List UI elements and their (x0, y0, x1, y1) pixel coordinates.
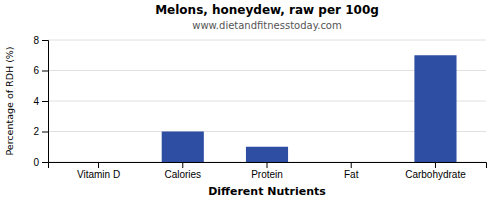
bar (414, 55, 456, 162)
y-tick-label: 0 (33, 157, 39, 168)
x-tick-label: Carbohydrate (405, 169, 466, 180)
x-tick-mark (351, 162, 352, 168)
y-tick: 2 (33, 126, 48, 137)
x-tick-mark (267, 162, 268, 168)
y-tick: 4 (33, 96, 48, 107)
grid (48, 40, 486, 162)
bars (162, 55, 457, 162)
plot-area: Vitamin D Calories Protein Fat Carbohydrate 0… (33, 35, 486, 180)
x-tick: Carbohydrate (405, 162, 466, 180)
x-tick-label: Fat (344, 169, 359, 180)
x-tick-label: Protein (251, 169, 283, 180)
bar (162, 132, 204, 163)
x-tick-label: Calories (164, 169, 201, 180)
y-tick: 6 (33, 65, 48, 76)
y-tick-mark (42, 40, 48, 41)
y-tick-label: 8 (33, 35, 39, 46)
x-tick: Protein (251, 162, 283, 180)
x-tick: Calories (164, 162, 201, 180)
y-tick-mark (42, 101, 48, 102)
x-axis: Vitamin D Calories Protein Fat Carbohydrate (49, 162, 487, 180)
subtitle: www.dietandfitnesstoday.com (192, 20, 341, 31)
y-tick-label: 2 (33, 126, 39, 137)
bar (330, 162, 372, 163)
y-tick: 0 (33, 157, 48, 168)
y-tick: 8 (33, 35, 48, 46)
bar (77, 162, 119, 163)
chart-svg: Melons, honeydew, raw per 100g www.dietan… (0, 0, 500, 200)
x-tick: Vitamin D (77, 162, 120, 180)
x-tick: Fat (344, 162, 359, 180)
y-axis: 0 2 4 6 8 (33, 35, 48, 168)
y-axis-line (42, 41, 49, 163)
chart-container: Melons, honeydew, raw per 100g www.dietan… (0, 0, 500, 200)
x-tick-mark (435, 162, 436, 168)
x-tick-mark (182, 162, 183, 168)
y-tick-label: 4 (33, 96, 39, 107)
y-tick-mark (42, 162, 48, 163)
x-tick-mark (98, 162, 99, 168)
x-tick-label: Vitamin D (77, 169, 120, 180)
bar (246, 147, 288, 162)
y-tick-label: 6 (33, 65, 39, 76)
y-tick-mark (42, 71, 48, 72)
x-axis-title: Different Nutrients (208, 185, 326, 198)
x-axis-line (49, 163, 487, 169)
y-axis-title: Percentage of RDH (%) (4, 46, 15, 155)
title: Melons, honeydew, raw per 100g (155, 3, 379, 17)
grid-line (48, 40, 486, 41)
y-tick-mark (42, 132, 48, 133)
